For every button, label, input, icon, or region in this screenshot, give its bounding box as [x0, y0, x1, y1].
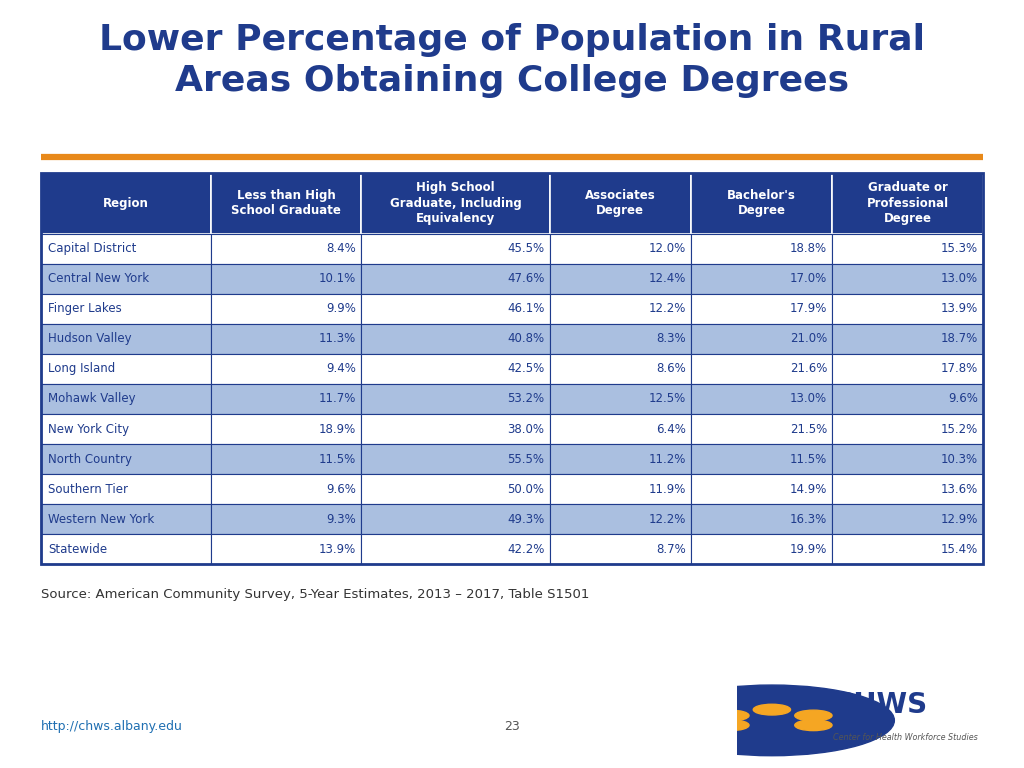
Text: North Country: North Country — [48, 452, 132, 465]
Text: 21.5%: 21.5% — [790, 422, 827, 435]
Text: Source: American Community Survey, 5-Year Estimates, 2013 – 2017, Table S1501: Source: American Community Survey, 5-Yea… — [41, 588, 590, 601]
Text: 11.3%: 11.3% — [318, 333, 356, 346]
Text: 13.0%: 13.0% — [791, 392, 827, 406]
Text: 18.9%: 18.9% — [318, 422, 356, 435]
Text: 9.9%: 9.9% — [327, 303, 356, 315]
Text: 17.9%: 17.9% — [790, 303, 827, 315]
Text: 42.2%: 42.2% — [507, 543, 545, 556]
Text: Capital District: Capital District — [48, 242, 136, 255]
Text: 19.9%: 19.9% — [790, 543, 827, 556]
Text: 8.7%: 8.7% — [656, 543, 686, 556]
Text: 10.1%: 10.1% — [318, 272, 356, 285]
Text: CHWS: CHWS — [834, 691, 928, 719]
Text: 9.4%: 9.4% — [327, 362, 356, 376]
Text: 38.0%: 38.0% — [508, 422, 545, 435]
Text: 10.3%: 10.3% — [941, 452, 978, 465]
Text: Western New York: Western New York — [48, 513, 155, 526]
Text: 11.9%: 11.9% — [648, 483, 686, 496]
Text: 8.4%: 8.4% — [327, 242, 356, 255]
Text: 17.0%: 17.0% — [790, 272, 827, 285]
Text: 11.2%: 11.2% — [648, 452, 686, 465]
Text: 13.9%: 13.9% — [941, 303, 978, 315]
Text: Center for Health Workforce Studies: Center for Health Workforce Studies — [834, 733, 978, 742]
Text: 9.3%: 9.3% — [327, 513, 356, 526]
Text: 12.2%: 12.2% — [648, 303, 686, 315]
Text: 6.4%: 6.4% — [656, 422, 686, 435]
Text: 15.3%: 15.3% — [941, 242, 978, 255]
Text: 18.7%: 18.7% — [941, 333, 978, 346]
Text: http://chws.albany.edu: http://chws.albany.edu — [41, 720, 183, 733]
Text: Associates
Degree: Associates Degree — [585, 189, 655, 217]
Text: 46.1%: 46.1% — [507, 303, 545, 315]
Text: 11.7%: 11.7% — [318, 392, 356, 406]
Text: Statewide: Statewide — [48, 543, 108, 556]
Text: 11.5%: 11.5% — [790, 452, 827, 465]
Text: 40.8%: 40.8% — [508, 333, 545, 346]
Text: 55.5%: 55.5% — [508, 452, 545, 465]
Circle shape — [795, 710, 833, 721]
Text: 49.3%: 49.3% — [507, 513, 545, 526]
Text: 12.4%: 12.4% — [648, 272, 686, 285]
Text: 45.5%: 45.5% — [508, 242, 545, 255]
Circle shape — [712, 720, 749, 730]
Text: 18.8%: 18.8% — [791, 242, 827, 255]
Text: 12.0%: 12.0% — [648, 242, 686, 255]
Text: Bachelor's
Degree: Bachelor's Degree — [727, 189, 796, 217]
Text: Graduate or
Professional
Degree: Graduate or Professional Degree — [866, 181, 949, 225]
Text: Region: Region — [102, 197, 148, 210]
Text: 8.6%: 8.6% — [656, 362, 686, 376]
Text: Hudson Valley: Hudson Valley — [48, 333, 132, 346]
Text: 21.0%: 21.0% — [790, 333, 827, 346]
Circle shape — [795, 720, 833, 730]
Text: 13.0%: 13.0% — [941, 272, 978, 285]
Text: 15.4%: 15.4% — [941, 543, 978, 556]
Text: 53.2%: 53.2% — [508, 392, 545, 406]
Text: 12.5%: 12.5% — [648, 392, 686, 406]
Text: Lower Percentage of Population in Rural
Areas Obtaining College Degrees: Lower Percentage of Population in Rural … — [99, 23, 925, 98]
Text: 12.2%: 12.2% — [648, 513, 686, 526]
Text: New York City: New York City — [48, 422, 129, 435]
Text: 13.6%: 13.6% — [941, 483, 978, 496]
Text: 14.9%: 14.9% — [790, 483, 827, 496]
Text: 50.0%: 50.0% — [508, 483, 545, 496]
Circle shape — [712, 710, 749, 721]
Text: High School
Graduate, Including
Equivalency: High School Graduate, Including Equivale… — [389, 181, 521, 225]
Text: Long Island: Long Island — [48, 362, 116, 376]
Text: 16.3%: 16.3% — [790, 513, 827, 526]
Text: Less than High
School Graduate: Less than High School Graduate — [231, 189, 341, 217]
Text: 23: 23 — [504, 720, 520, 733]
Text: 11.5%: 11.5% — [318, 452, 356, 465]
Text: 17.8%: 17.8% — [941, 362, 978, 376]
Text: Finger Lakes: Finger Lakes — [48, 303, 122, 315]
Text: 42.5%: 42.5% — [507, 362, 545, 376]
Text: 9.6%: 9.6% — [948, 392, 978, 406]
Text: 9.6%: 9.6% — [327, 483, 356, 496]
Text: 13.9%: 13.9% — [318, 543, 356, 556]
Text: 12.9%: 12.9% — [941, 513, 978, 526]
Text: 21.6%: 21.6% — [790, 362, 827, 376]
Text: 15.2%: 15.2% — [941, 422, 978, 435]
Text: 8.3%: 8.3% — [656, 333, 686, 346]
Circle shape — [754, 704, 791, 715]
Text: Mohawk Valley: Mohawk Valley — [48, 392, 136, 406]
Text: Central New York: Central New York — [48, 272, 150, 285]
Text: Southern Tier: Southern Tier — [48, 483, 128, 496]
Text: 47.6%: 47.6% — [507, 272, 545, 285]
Circle shape — [649, 685, 894, 756]
